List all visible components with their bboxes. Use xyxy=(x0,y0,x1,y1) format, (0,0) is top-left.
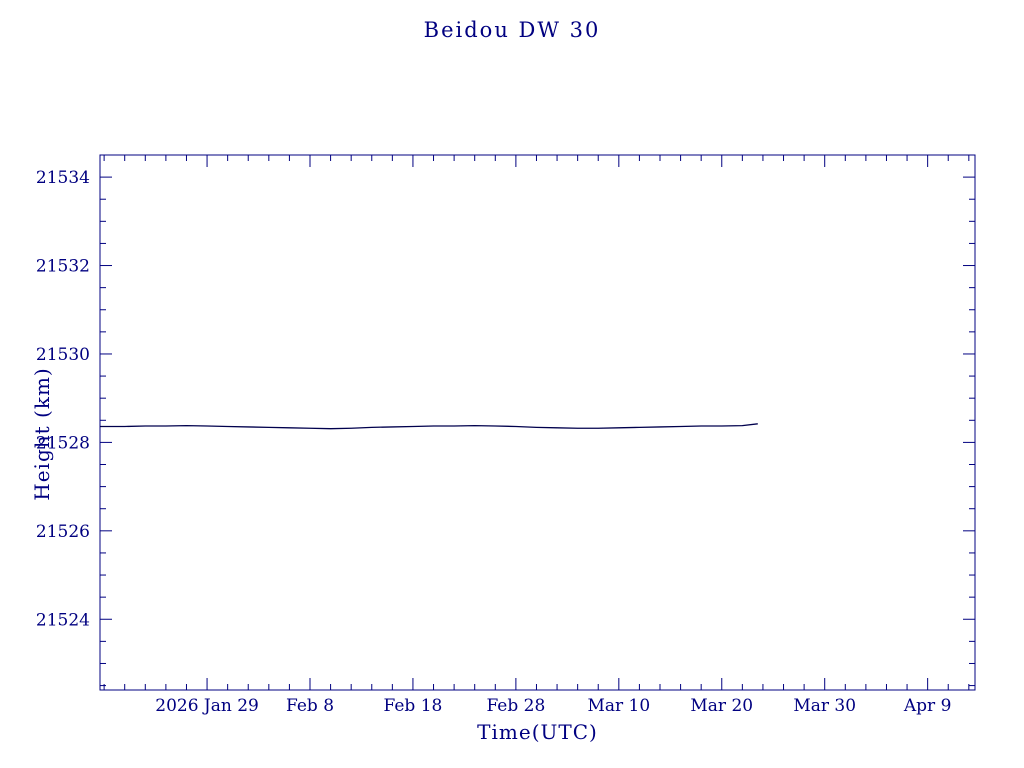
x-tick-label: Mar 30 xyxy=(793,696,856,716)
y-tick-label: 21524 xyxy=(36,610,90,630)
x-axis-label: Time(UTC) xyxy=(477,720,598,744)
data-line xyxy=(100,423,758,430)
x-tick-label: Feb 8 xyxy=(286,696,334,716)
x-tick-label: Mar 20 xyxy=(690,696,753,716)
x-tick-label: Feb 28 xyxy=(486,696,545,716)
x-tick-label: Feb 18 xyxy=(384,696,443,716)
x-tick-label: 2026 Jan 29 xyxy=(155,696,259,716)
chart-title: Beidou DW 30 xyxy=(423,18,601,42)
y-tick-label: 21526 xyxy=(36,522,90,542)
x-tick-label: Mar 10 xyxy=(587,696,650,716)
plot-frame xyxy=(99,154,976,691)
x-tick-label: Apr 9 xyxy=(903,696,952,716)
y-tick-label: 21534 xyxy=(36,168,90,188)
y-tick-label: 21532 xyxy=(36,257,90,277)
y-tick-label: 21530 xyxy=(36,345,90,365)
y-tick-label: 21528 xyxy=(36,433,90,453)
